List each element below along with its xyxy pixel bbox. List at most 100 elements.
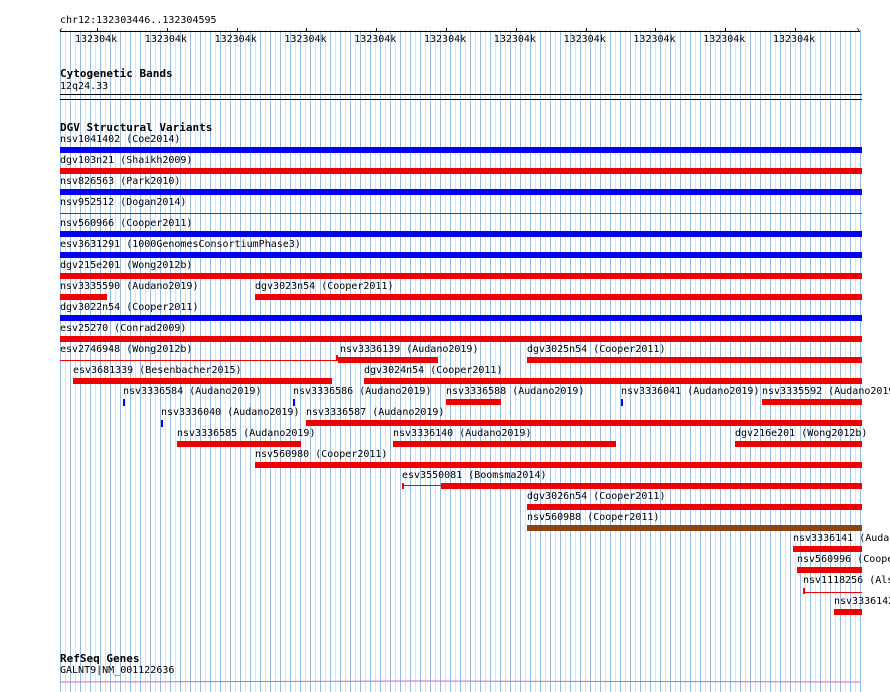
dgv-feature-bar[interactable] (60, 315, 862, 321)
dgv-feature-label[interactable]: dgv3023n54 (Cooper2011) (255, 281, 394, 292)
dgv-feature-label[interactable]: nsv3336141 (Audano2019) (793, 533, 890, 544)
dgv-feature-label[interactable]: nsv3336140 (Audano2019) (393, 428, 532, 439)
dgv-feature-label[interactable]: dgv3022n54 (Cooper2011) (60, 302, 199, 313)
dgv-feature-label[interactable]: nsv3336142 (Audano2019) (834, 596, 890, 607)
dgv-track-title[interactable]: DGV Structural Variants (60, 121, 213, 134)
cytoband-label: 12q24.33 (60, 81, 109, 92)
ruler-tick-label: 132304k (424, 34, 467, 45)
dgv-feature-label[interactable]: dgv3024n54 (Cooper2011) (364, 365, 503, 376)
dgv-feature-bar[interactable] (446, 399, 501, 405)
dgv-feature-label[interactable]: nsv3336584 (Audano2019) (123, 386, 262, 397)
ruler-tick-label: 132304k (493, 34, 536, 45)
dgv-feature-bar[interactable] (60, 213, 862, 214)
cytoband-track-title[interactable]: Cytogenetic Bands (60, 67, 173, 80)
dgv-feature-label[interactable]: nsv560988 (Cooper2011) (527, 512, 660, 523)
ruler-tick-mark (236, 28, 238, 32)
dgv-feature-bar[interactable] (60, 360, 338, 361)
dgv-feature-bar[interactable] (393, 441, 616, 447)
ruler-tick-mark (515, 28, 517, 32)
dgv-feature-bar-segment[interactable] (441, 483, 862, 489)
ruler-tick-label: 132304k (214, 34, 257, 45)
dgv-feature-bar-cap (803, 588, 805, 594)
dgv-feature-bar[interactable] (255, 294, 862, 300)
dgv-feature-bar[interactable] (293, 399, 295, 406)
ruler-tick-mark (306, 28, 308, 32)
dgv-feature-label[interactable]: dgv3026n54 (Cooper2011) (527, 491, 666, 502)
dgv-feature-label[interactable]: nsv3336139 (Audano2019) (340, 344, 479, 355)
ruler-tick-mark (585, 28, 587, 32)
cytoband-line-bottom (60, 99, 862, 100)
dgv-feature-bar[interactable] (762, 399, 862, 405)
dgv-feature-bar[interactable] (60, 336, 862, 342)
dgv-feature-bar-cap (336, 355, 338, 361)
dgv-feature-bar[interactable] (60, 231, 862, 237)
dgv-feature-label[interactable]: nsv3336585 (Audano2019) (177, 428, 316, 439)
dgv-feature-label[interactable]: nsv3336588 (Audano2019) (446, 386, 585, 397)
dgv-feature-label[interactable]: nsv1041402 (Coe2014) (60, 134, 181, 145)
refseq-gene-line[interactable] (0, 676, 890, 688)
dgv-feature-label[interactable]: esv3681339 (Besenbacher2015) (73, 365, 242, 376)
ruler-tick-mark (725, 28, 727, 32)
dgv-feature-bar[interactable] (803, 592, 862, 593)
dgv-feature-bar[interactable] (621, 399, 623, 406)
dgv-feature-bar[interactable] (527, 357, 862, 363)
dgv-feature-label[interactable]: nsv560996 (Cooper2011) (797, 554, 890, 565)
dgv-feature-bar[interactable] (527, 525, 862, 531)
dgv-feature-label[interactable]: dgv216e201 (Wong2012b) (735, 428, 868, 439)
dgv-feature-bar[interactable] (306, 420, 862, 426)
dgv-feature-label[interactable]: esv3550081 (Boomsma2014) (402, 470, 547, 481)
ruler-tick-mark (655, 28, 657, 32)
dgv-feature-label[interactable]: nsv3336040 (Audano2019) (161, 407, 300, 418)
dgv-feature-bar[interactable] (73, 378, 332, 384)
dgv-feature-bar[interactable] (338, 357, 438, 363)
refseq-gene-label[interactable]: GALNT9|NM_001122636 (60, 665, 175, 676)
locus-label: chr12:132303446..132304595 (60, 15, 217, 26)
dgv-feature-bar[interactable] (60, 147, 862, 153)
ruler-tick-mark (166, 28, 168, 32)
dgv-feature-bar[interactable] (60, 189, 862, 195)
dgv-feature-bar[interactable] (793, 546, 862, 552)
dgv-feature-label[interactable]: nsv952512 (Dogan2014) (60, 197, 187, 208)
ruler-tick-mark (376, 28, 378, 32)
dgv-feature-bar[interactable] (60, 252, 862, 258)
refseq-track-title[interactable]: RefSeq Genes (60, 652, 140, 665)
dgv-feature-bar[interactable] (123, 399, 125, 406)
dgv-feature-bar[interactable] (60, 168, 862, 174)
dgv-feature-bar[interactable] (177, 441, 301, 447)
dgv-feature-label[interactable]: nsv560966 (Cooper2011) (60, 218, 193, 229)
ruler-arrow-right-icon: › (855, 25, 862, 36)
dgv-feature-bar[interactable] (527, 504, 862, 510)
ruler-tick-label: 132304k (284, 34, 327, 45)
dgv-feature-bar[interactable] (797, 567, 862, 573)
dgv-feature-label[interactable]: dgv103n21 (Shaikh2009) (60, 155, 193, 166)
dgv-feature-bar[interactable] (735, 441, 862, 447)
dgv-feature-bar[interactable] (364, 378, 862, 384)
dgv-feature-label[interactable]: nsv3336587 (Audano2019) (306, 407, 445, 418)
dgv-feature-bar[interactable] (255, 462, 862, 468)
dgv-feature-label[interactable]: nsv560980 (Cooper2011) (255, 449, 388, 460)
ruler-tick-label: 132304k (354, 34, 397, 45)
dgv-feature-bar[interactable] (161, 420, 163, 427)
ruler-arrow-left-icon: ‹ (58, 25, 65, 36)
ruler-tick-label: 132304k (633, 34, 676, 45)
dgv-feature-bar[interactable] (60, 294, 107, 300)
dgv-feature-label[interactable]: esv3631291 (1000GenomesConsortiumPhase3) (60, 239, 301, 250)
dgv-feature-label[interactable]: nsv826563 (Park2010) (60, 176, 181, 187)
dgv-feature-bar[interactable] (402, 485, 441, 486)
ruler-tick-mark (795, 28, 796, 32)
dgv-feature-label[interactable]: dgv3025n54 (Cooper2011) (527, 344, 666, 355)
dgv-feature-bar[interactable] (60, 273, 862, 279)
dgv-feature-bar[interactable] (834, 609, 862, 615)
dgv-feature-label[interactable]: nsv3335590 (Audano2019) (60, 281, 199, 292)
dgv-feature-label[interactable]: nsv3336586 (Audano2019) (293, 386, 432, 397)
cytoband-line-top (60, 94, 862, 95)
dgv-feature-label[interactable]: esv25270 (Conrad2009) (60, 323, 187, 334)
ruler-tick-label: 132304k (563, 34, 606, 45)
dgv-feature-label[interactable]: nsv3335592 (Audano2019) (762, 386, 890, 397)
dgv-feature-label[interactable]: nsv1118256 (Alsmadi2014) (803, 575, 890, 586)
dgv-feature-label[interactable]: esv2746948 (Wong2012b) (60, 344, 193, 355)
dgv-feature-label[interactable]: dgv215e201 (Wong2012b) (60, 260, 193, 271)
dgv-feature-label[interactable]: nsv3336041 (Audano2019) (621, 386, 760, 397)
ruler-tick-label: 132304k (144, 34, 187, 45)
